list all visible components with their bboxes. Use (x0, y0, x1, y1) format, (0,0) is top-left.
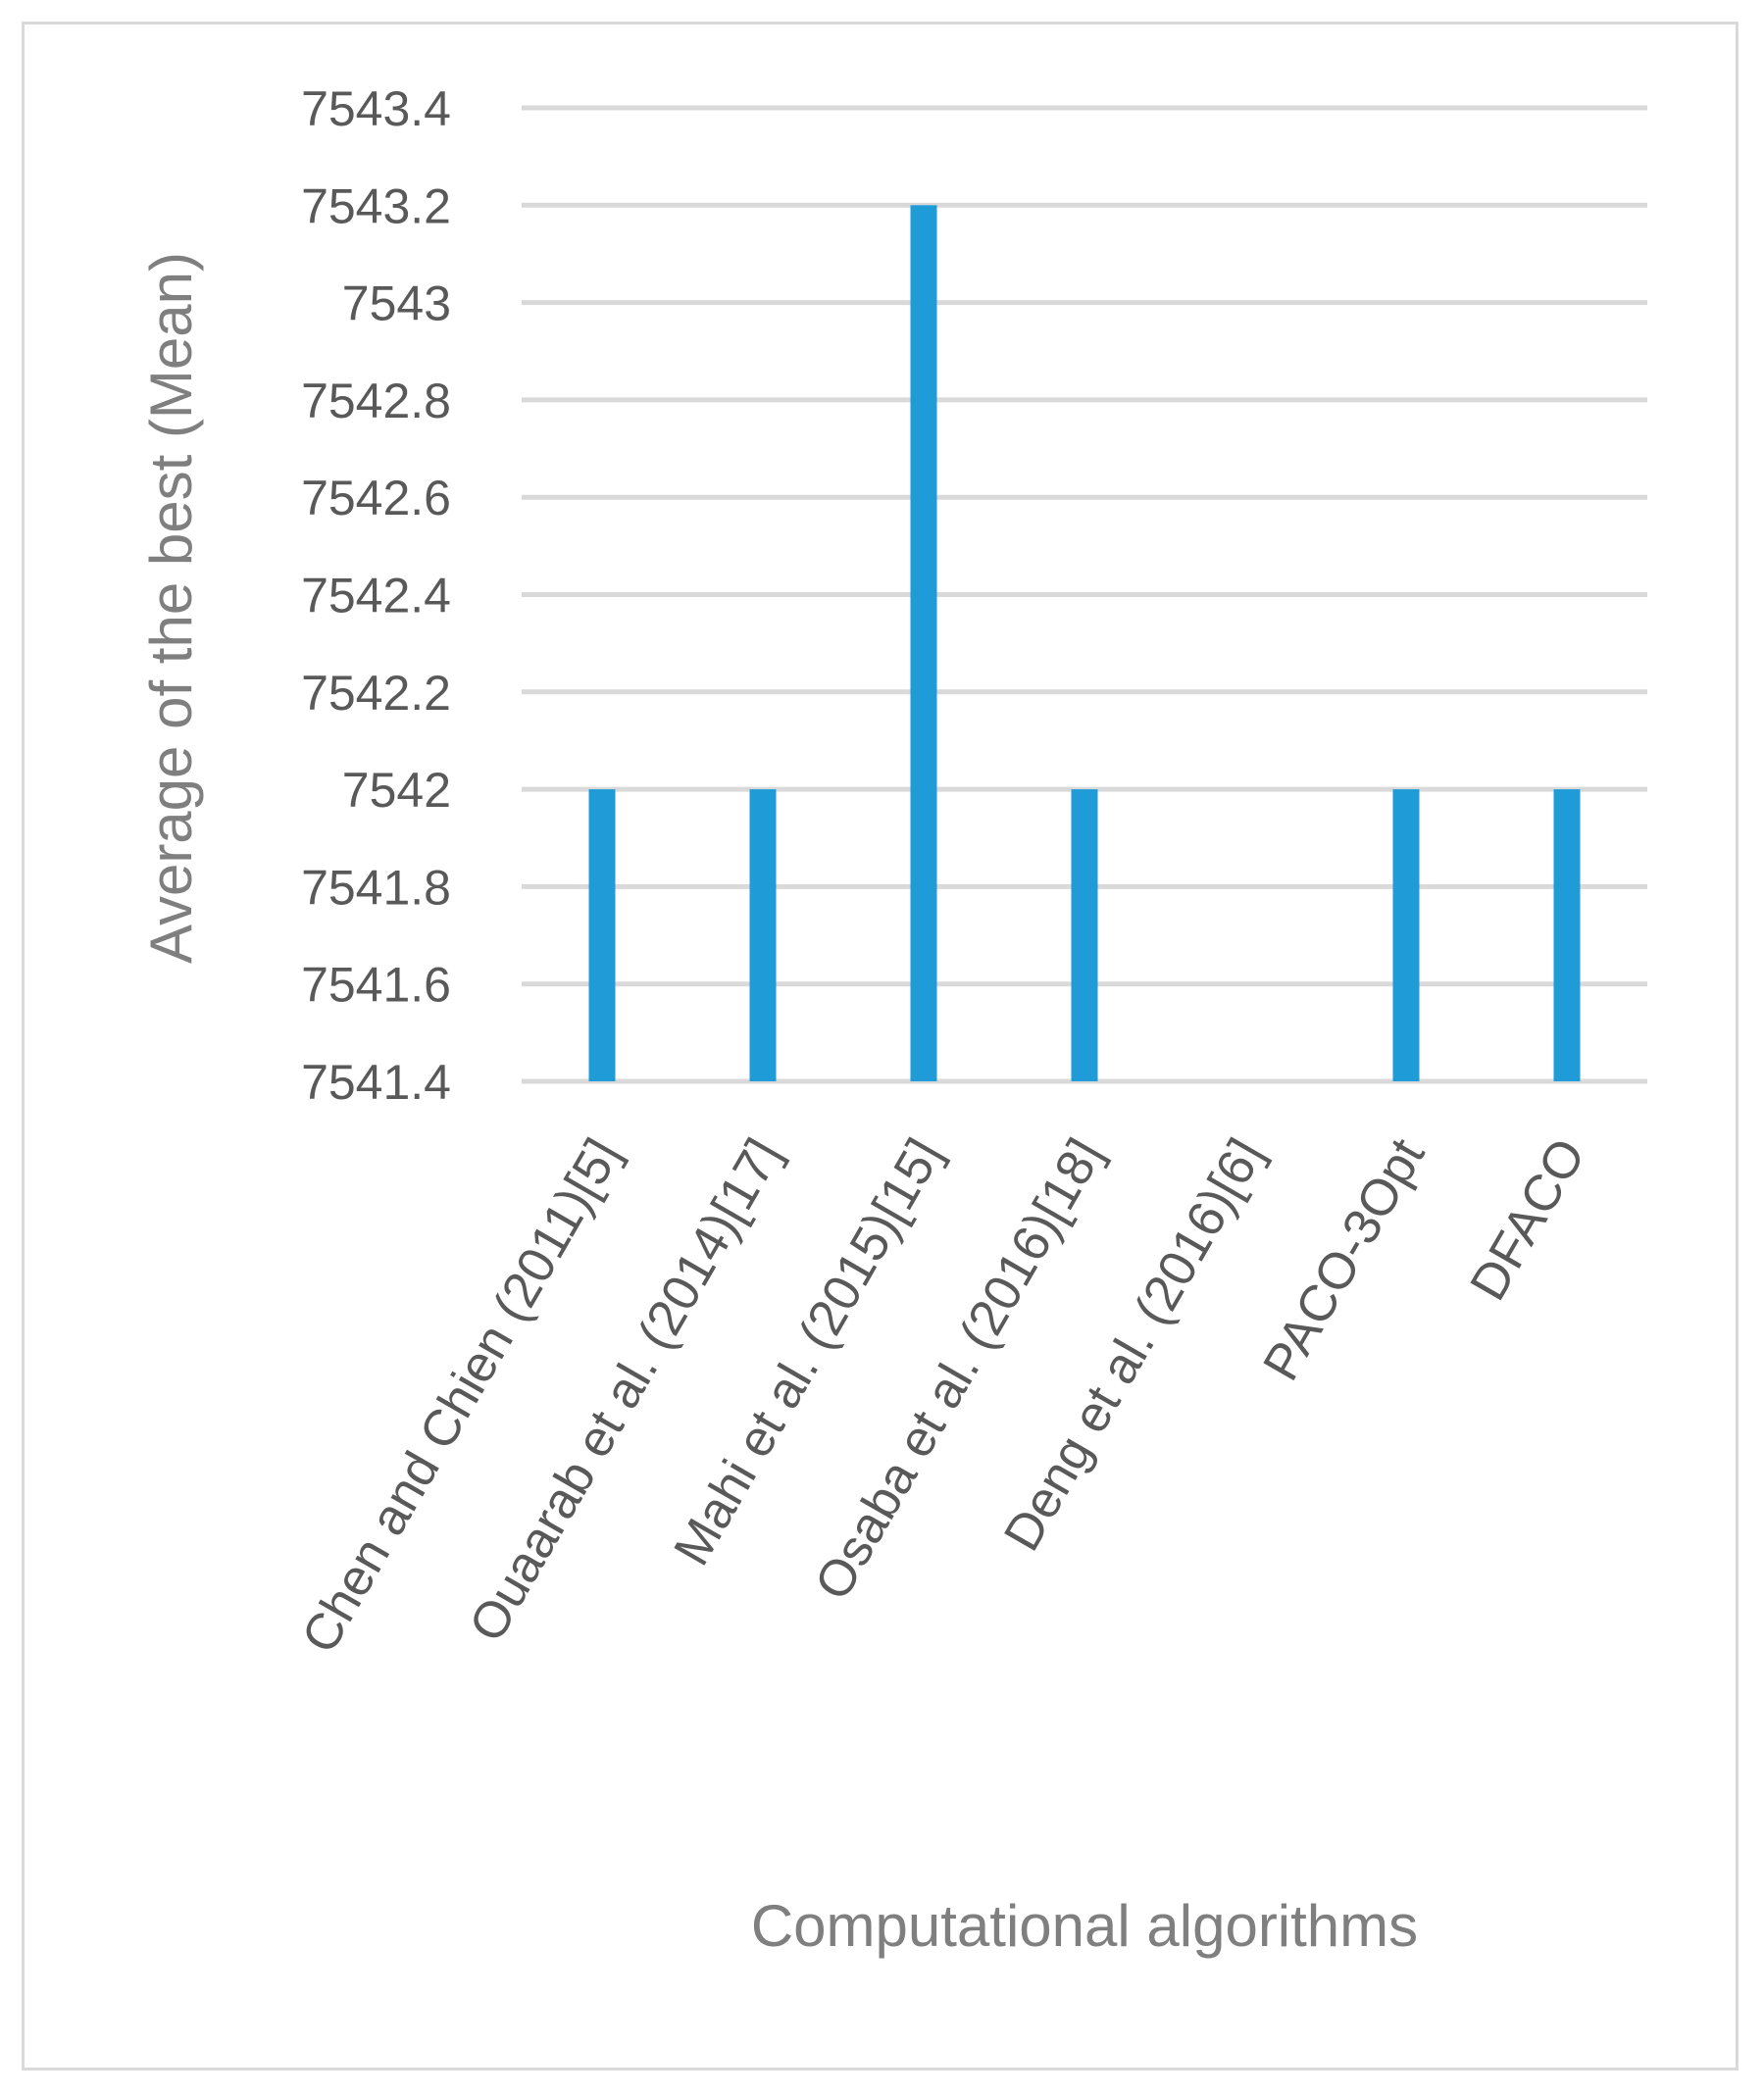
bar (749, 789, 777, 1081)
y-tick-label: 7543.4 (301, 81, 451, 136)
y-axis-ticks: 7541.4 7541.6 7541.8 7542 7542.2 7542.4 7542.6… (301, 81, 451, 1110)
x-tick-label: PACO-3Opt (1252, 1129, 1436, 1390)
chart-frame (22, 22, 1739, 2071)
y-tick-label: 7543.2 (301, 178, 451, 233)
bar (910, 205, 937, 1082)
y-tick-label: 7542.6 (301, 471, 451, 525)
bar (1071, 789, 1098, 1081)
y-tick-label: 7543 (342, 276, 451, 331)
gridlines (522, 105, 1647, 1084)
x-tick-label: Osaba et al. (2016)[18] (804, 1129, 1114, 1610)
x-axis-title: Computational algorithms (751, 1893, 1418, 1959)
y-tick-label: 7541.6 (301, 958, 451, 1013)
y-tick-label: 7542.2 (301, 666, 451, 721)
x-tick-label: Ouaarab et al. (2014)[17] (459, 1129, 793, 1651)
y-tick-label: 7541.4 (301, 1055, 451, 1110)
bar (1392, 789, 1420, 1081)
bars (588, 205, 1581, 1082)
y-tick-label: 7542.8 (301, 374, 451, 428)
y-axis-title: Average of the best (Mean) (138, 252, 204, 964)
y-tick-label: 7542 (342, 763, 451, 818)
x-axis-ticks: Chen and Chien (2011)[5]Ouaarab et al. (… (291, 1129, 1597, 1663)
y-tick-label: 7541.8 (301, 860, 451, 915)
bar (588, 789, 616, 1081)
x-tick-label: DFACO (1460, 1129, 1597, 1310)
y-tick-label: 7542.4 (301, 569, 451, 624)
x-tick-label: Chen and Chien (2011)[5] (291, 1129, 632, 1663)
bar (1553, 789, 1581, 1081)
